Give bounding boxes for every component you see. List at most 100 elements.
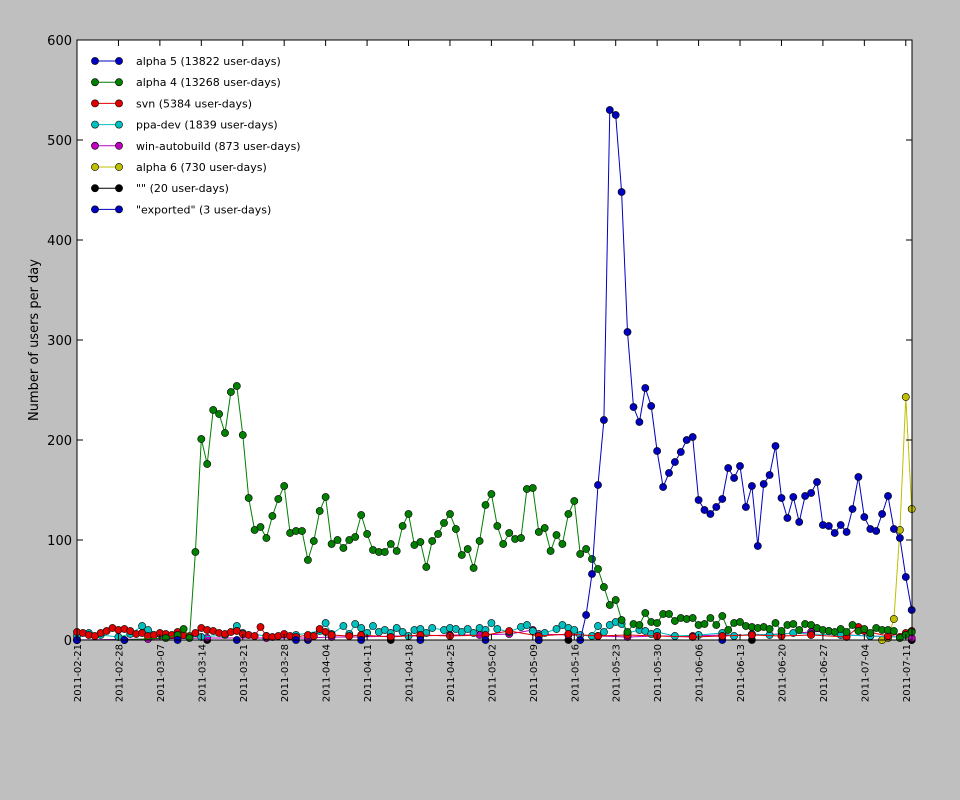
data-point [890, 627, 898, 635]
data-point [392, 624, 401, 632]
data-point [179, 625, 188, 633]
x-tick-label: 2011-06-20 [777, 644, 788, 702]
data-point [404, 510, 413, 518]
legend-marker [91, 99, 99, 108]
x-tick-label: 2011-03-28 [280, 644, 291, 702]
data-point [594, 481, 602, 489]
data-point [600, 583, 608, 591]
data-point [884, 492, 892, 500]
data-point [765, 625, 774, 633]
data-point [475, 537, 484, 545]
data-point [890, 615, 898, 623]
data-point [244, 494, 253, 502]
data-point [600, 416, 608, 424]
data-point [688, 633, 697, 641]
data-point [748, 482, 756, 490]
data-point [807, 489, 815, 497]
data-point [712, 621, 721, 629]
x-tick-label: 2011-04-11 [363, 644, 374, 702]
data-point [570, 626, 579, 634]
data-point [901, 393, 910, 401]
data-point [878, 510, 886, 518]
data-point [570, 497, 579, 505]
data-point [807, 631, 815, 639]
data-point [724, 464, 733, 472]
data-point [647, 402, 656, 410]
data-point [363, 530, 371, 538]
x-tick-label: 2011-06-06 [695, 644, 706, 702]
data-point [197, 435, 206, 443]
data-point [528, 627, 537, 635]
data-point [641, 384, 650, 392]
data-point [309, 632, 318, 640]
legend-marker [91, 57, 99, 65]
legend-label: "" (20 user-days) [136, 182, 229, 195]
x-tick-label: 2011-05-16 [570, 644, 581, 702]
data-point [298, 527, 306, 535]
data-point [487, 619, 496, 627]
data-point [463, 545, 472, 553]
legend-item: alpha 4 (13268 user-days) [91, 76, 281, 89]
legend-marker [91, 163, 99, 171]
legend-marker [115, 184, 123, 193]
x-tick-label: 2011-04-18 [405, 644, 416, 702]
legend-label: svn (5384 user-days) [136, 97, 252, 110]
data-point [238, 431, 247, 439]
data-point [842, 628, 851, 636]
data-point [771, 442, 780, 450]
data-point [416, 538, 425, 546]
data-point [309, 537, 318, 545]
data-point [351, 620, 360, 628]
data-point [777, 627, 786, 635]
data-point [872, 527, 881, 535]
data-point [611, 111, 620, 119]
legend-marker [115, 78, 123, 87]
data-point [896, 534, 904, 542]
data-point [493, 522, 502, 530]
data-point [315, 507, 324, 515]
data-point [676, 448, 685, 456]
data-point [742, 503, 750, 511]
legend: alpha 5 (13822 user-days) alpha 4 (13268 … [91, 55, 301, 216]
legend-item: ppa-dev (1839 user-days) [91, 119, 278, 132]
data-point [434, 530, 442, 538]
data-point [594, 632, 602, 640]
data-point [724, 626, 733, 634]
data-point [759, 480, 768, 488]
data-point [694, 496, 703, 504]
data-point [333, 536, 342, 544]
data-point [469, 564, 478, 572]
data-point [280, 482, 289, 490]
data-point [552, 531, 561, 539]
data-point [380, 548, 389, 556]
data-point [736, 618, 744, 626]
data-point [712, 503, 721, 511]
data-point [463, 625, 472, 633]
data-point [718, 632, 727, 640]
data-point [824, 522, 833, 530]
data-point [398, 628, 407, 636]
data-point [446, 510, 454, 518]
data-point [185, 634, 194, 642]
data-point [659, 483, 667, 491]
data-point [440, 519, 448, 527]
data-point [564, 510, 573, 518]
data-point [221, 429, 229, 437]
data-point [191, 548, 200, 556]
data-point [451, 525, 460, 533]
data-point [481, 501, 490, 509]
data-point [653, 447, 661, 455]
data-point [765, 471, 774, 479]
data-point [191, 629, 200, 637]
data-point [795, 626, 804, 634]
legend-item: "exported" (3 user-days) [91, 203, 271, 216]
legend-label: ppa-dev (1839 user-days) [136, 119, 278, 132]
data-point [369, 622, 377, 630]
data-point [813, 478, 821, 486]
data-point [386, 540, 395, 548]
data-point [860, 625, 869, 633]
data-point [321, 619, 330, 627]
legend-item: svn (5384 user-days) [91, 97, 252, 110]
data-point [256, 523, 265, 531]
legend-marker [91, 184, 99, 193]
